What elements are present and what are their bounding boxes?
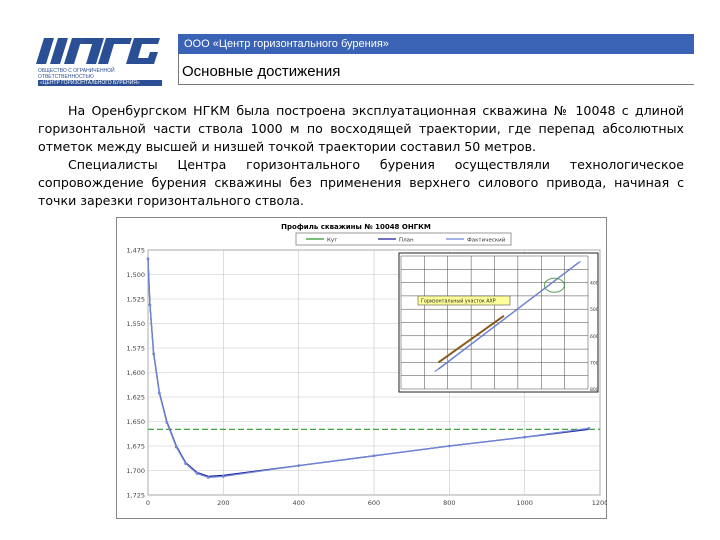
inset-series-3	[437, 314, 505, 364]
inset-tick-label: 400	[590, 281, 599, 287]
x-tick-label: 1200	[592, 499, 607, 507]
y-tick-label: 1,550	[126, 320, 145, 328]
x-tick-label: 1000	[516, 499, 533, 507]
y-tick-label: 1,675	[126, 443, 145, 451]
inset-highlight	[543, 277, 565, 293]
series-point	[157, 391, 161, 395]
series-point	[297, 464, 301, 467]
x-tick-label: 800	[443, 499, 455, 507]
y-tick-label: 1,650	[126, 418, 145, 426]
x-tick-label: 600	[368, 499, 380, 507]
title-divider	[178, 84, 694, 85]
title-divider-vertical	[178, 54, 179, 85]
chart-legend	[295, 232, 512, 246]
inset-label-box	[417, 295, 511, 306]
series-point	[148, 303, 152, 307]
y-tick-label: 1,575	[126, 345, 145, 353]
page-title: Основные достижения	[182, 63, 341, 80]
series-point	[152, 352, 156, 356]
series-point	[221, 474, 225, 478]
company-logo	[36, 38, 160, 64]
inset-tick-label: 800	[590, 387, 599, 393]
inset-tick-label: 600	[590, 334, 599, 340]
paragraph-2: Специалисты Центра горизонтального бурен…	[38, 157, 684, 208]
y-tick-label: 1,525	[126, 296, 145, 304]
series-point	[372, 454, 376, 458]
header-band	[178, 34, 694, 54]
y-tick-label: 1,625	[126, 394, 145, 402]
inset-tick-label: 700	[590, 360, 599, 366]
series-point	[447, 444, 451, 448]
series-point	[523, 435, 527, 439]
paragraph-1: На Оренбургском НГКМ была построена эксп…	[38, 103, 684, 154]
inset-label: Горизонтальный участок АХР	[421, 298, 496, 305]
x-tick-label: 200	[217, 499, 229, 507]
series-point	[174, 445, 178, 449]
series-point	[184, 462, 188, 466]
series-point	[146, 257, 150, 261]
legend-entry: Фактический	[467, 237, 506, 244]
series-point	[195, 472, 199, 475]
series-point	[587, 426, 591, 430]
inset-tick-label: 500	[590, 307, 599, 313]
legend-entry: Кут	[327, 238, 338, 244]
legend-entry: План	[399, 238, 414, 244]
y-tick-label: 1,475	[126, 247, 145, 255]
well-profile-chart: Профиль скважины № 10048 ОНГКМ Кут План Фа…	[116, 217, 607, 519]
series-point	[206, 475, 210, 479]
body-text: На Оренбургском НГКМ была построена эксп…	[38, 102, 684, 210]
y-tick-label: 1,500	[126, 271, 145, 279]
chart-title: Профиль скважины № 10048 ОНГКМ	[281, 223, 431, 231]
x-tick-label: 0	[146, 499, 150, 507]
y-tick-label: 1,725	[126, 492, 145, 500]
x-tick-label: 400	[292, 499, 304, 507]
logo-caption: ОБЩЕСТВО С ОГРАНИЧЕННОЙ ОТВЕТСТВЕННОСТЬЮ…	[38, 68, 162, 86]
inset-series-2	[434, 260, 581, 373]
company-name: ООО «Центр горизонтального бурения»	[184, 38, 389, 50]
logo-line-2: «ЦЕНТР ГОРИЗОНТАЛЬНОГО БУРЕНИЯ»	[38, 80, 162, 86]
y-tick-label: 1,700	[126, 467, 145, 475]
y-tick-label: 1,600	[126, 369, 145, 377]
series-point	[165, 421, 169, 424]
logo-line-1: ОБЩЕСТВО С ОГРАНИЧЕННОЙ ОТВЕТСТВЕННОСТЬЮ	[38, 68, 115, 80]
